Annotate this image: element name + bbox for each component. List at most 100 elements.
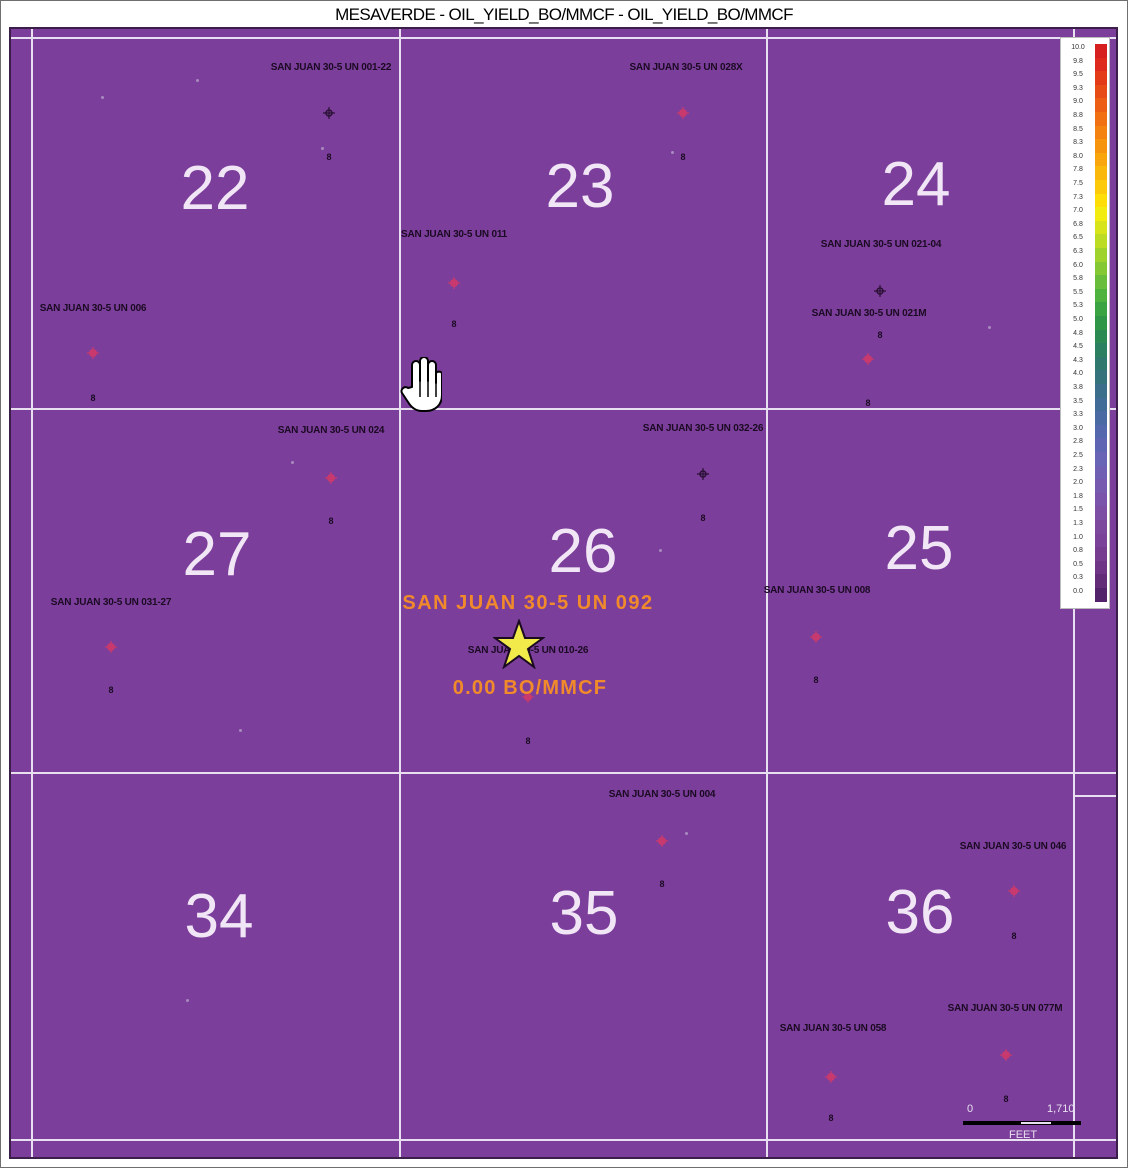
well-label: SAN JUAN 30-5 UN 031-27 [50,597,172,608]
well-label: SAN JUAN 30-5 UN 001-22 [270,62,392,73]
red-well-icon[interactable] [104,640,118,654]
section-label: 36 [885,878,955,947]
legend-tick-label: 7.5 [1073,180,1083,187]
section-label: 34 [184,882,254,951]
legend-tick-label: 3.8 [1073,384,1083,391]
red-well-icon[interactable] [447,276,461,290]
red-well-icon[interactable] [655,834,669,848]
red-well-icon[interactable] [521,690,535,704]
grid-line [399,29,401,1157]
map-speck [685,832,688,835]
legend-color-swatch [1095,125,1107,140]
grid-line [1073,795,1116,797]
legend-tick-label: 3.3 [1073,411,1083,419]
map-speck [239,729,242,732]
legend-color-swatch [1095,234,1107,249]
well-dot: 8 [1011,931,1017,941]
legend-color-swatch [1095,261,1107,276]
legend-color-swatch [1095,84,1107,99]
legend-color-swatch [1095,343,1107,358]
legend-color-swatch [1095,112,1107,127]
legend-color-swatch [1095,547,1107,562]
legend-tick-label: 2.8 [1073,438,1083,446]
gas-well-icon[interactable] [322,106,336,120]
legend-tick-label: 1.3 [1073,520,1083,527]
legend-tick-label: 7.3 [1073,193,1083,201]
section-label: 26 [548,517,618,586]
legend-tick-label: 8.5 [1073,125,1083,133]
grid-line [11,408,1116,410]
legend-color-swatch [1095,57,1107,72]
legend-tick-label: 9.5 [1073,71,1083,79]
selected-well-value: 0.00 BO/MMCF [452,677,608,699]
red-well-icon[interactable] [999,1048,1013,1062]
legend-color-swatch [1095,438,1107,453]
legend-color-swatch [1095,166,1107,181]
grid-line [11,1139,1116,1141]
legend-color-swatch [1095,588,1107,603]
legend-tick-label: 2.3 [1073,465,1083,473]
section-label: 35 [549,879,619,948]
legend-color-swatch [1095,356,1107,371]
legend-tick-label: 0.0 [1073,588,1083,595]
section-label: 25 [884,514,954,583]
legend-color-swatch [1095,465,1107,480]
legend-color-swatch [1095,139,1107,154]
legend-tick-label: 8.0 [1073,152,1083,160]
legend-color-swatch [1095,220,1107,235]
legend-tick-label: 5.3 [1073,302,1083,310]
legend-tick-label: 9.0 [1073,98,1083,106]
red-well-icon[interactable] [861,352,875,366]
well-dot: 8 [877,330,883,340]
legend-tick-label: 6.5 [1073,234,1083,242]
red-well-icon[interactable] [676,106,690,120]
well-label: SAN JUAN 30-5 UN 021M [811,308,927,319]
well-label: SAN JUAN 30-5 UN 058 [779,1023,887,1034]
red-well-icon[interactable] [809,630,823,644]
map-speck [196,79,199,82]
legend-tick-label: 9.8 [1073,57,1083,65]
map-speck [988,326,991,329]
legend-color-swatch [1095,288,1107,303]
legend-color-swatch [1095,275,1107,290]
well-label: SAN JUAN 30-5 UN 004 [608,789,716,800]
well-label: SAN JUAN 30-5 UN 046 [959,841,1067,852]
section-label: 24 [881,150,951,219]
red-well-icon[interactable] [324,471,338,485]
legend-color-swatch [1095,316,1107,331]
map-speck [659,549,662,552]
legend-color-swatch [1095,424,1107,439]
red-well-icon[interactable] [824,1070,838,1084]
legend-tick-label: 4.3 [1073,356,1083,364]
scale-bar-segment [1021,1122,1051,1124]
well-dot: 8 [525,736,531,746]
legend-color-swatch [1095,193,1107,208]
map-canvas[interactable]: 22 23 24 27 26 25 34 35 36 SAN JUAN 30-5… [9,27,1118,1159]
red-well-icon[interactable] [86,346,100,360]
well-label: SAN JUAN 30-5 UN 008 [763,585,871,596]
gas-well-icon[interactable] [873,284,887,298]
legend-color-swatch [1095,98,1107,113]
well-label: SAN JUAN 30-5 UN 024 [277,425,385,436]
legend-color-swatch [1095,302,1107,317]
scale-end-label: 1,710 [1047,1103,1075,1115]
legend-tick-label: 7.8 [1073,166,1083,174]
legend-color-swatch [1095,207,1107,222]
legend-color-swatch [1095,492,1107,507]
scale-start-label: 0 [967,1103,974,1115]
legend-tick-label: 5.0 [1073,316,1083,323]
well-dot: 8 [700,513,706,523]
legend-tick-label: 6.0 [1073,261,1083,269]
well-dot: 8 [680,152,686,162]
legend-color-swatch [1095,329,1107,344]
color-legend: 10.0 9.8 9.5 9.3 9.0 8.8 8.5 8.3 8.0 7.8 7.5 7.3 7.0… [1060,37,1110,609]
red-well-icon[interactable] [1007,884,1021,898]
well-label: SAN JUAN 30-5 UN 021-04 [820,239,942,250]
legend-color-swatch [1095,533,1107,548]
legend-color-swatch [1095,452,1107,467]
gas-well-icon[interactable] [696,467,710,481]
star-icon[interactable] [493,619,545,669]
legend-color-swatch [1095,370,1107,385]
scale-bar: 0 1,710 FEET [955,1103,1085,1149]
well-label: SAN JUAN 30-5 UN 032-26 [642,423,764,434]
